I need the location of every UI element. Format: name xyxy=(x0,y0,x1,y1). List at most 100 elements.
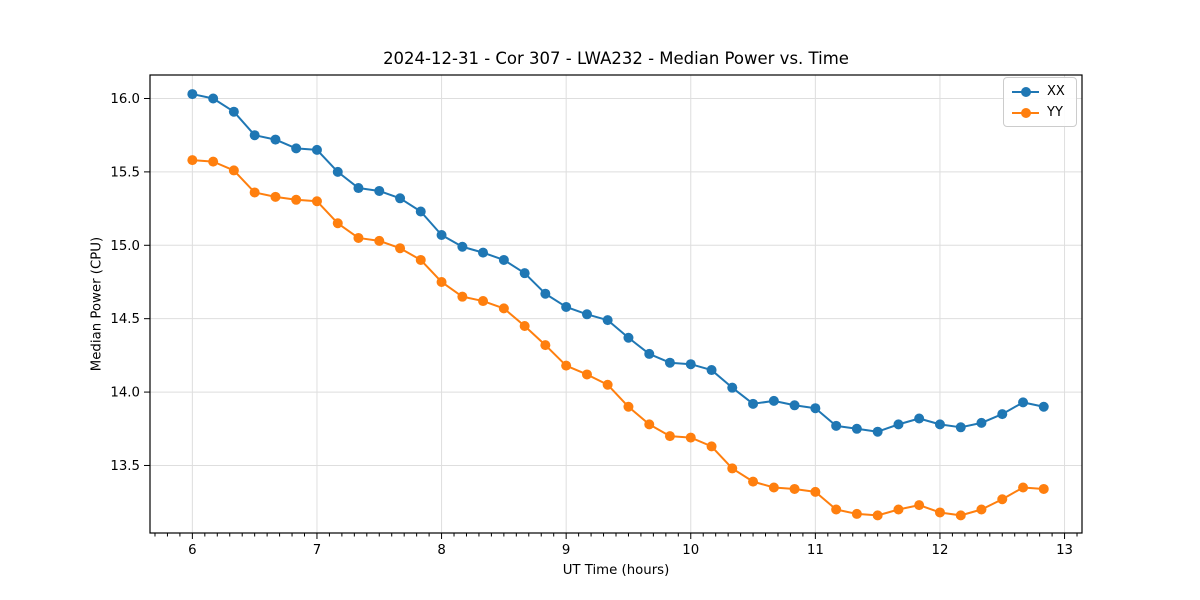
data-point-yy xyxy=(374,235,385,246)
x-tick-label: 6 xyxy=(188,543,196,558)
data-point-yy xyxy=(478,296,489,307)
data-point-xx xyxy=(270,134,281,145)
x-tick-label: 11 xyxy=(807,543,824,558)
data-point-xx xyxy=(374,185,385,196)
data-point-yy xyxy=(581,369,592,380)
y-tick-label: 15.5 xyxy=(110,165,140,180)
data-point-xx xyxy=(311,144,322,155)
data-point-xx xyxy=(872,426,883,437)
data-point-yy xyxy=(602,379,613,390)
legend-label: XX xyxy=(1047,84,1065,99)
data-point-yy xyxy=(893,504,904,515)
data-point-yy xyxy=(810,486,821,497)
data-point-xx xyxy=(955,422,966,433)
data-point-yy xyxy=(997,494,1008,505)
data-point-yy xyxy=(914,500,925,511)
data-point-yy xyxy=(644,419,655,430)
data-point-yy xyxy=(955,510,966,521)
data-point-xx xyxy=(997,409,1008,420)
data-point-yy xyxy=(685,432,696,443)
data-point-xx xyxy=(976,417,987,428)
data-point-xx xyxy=(727,382,738,393)
data-point-xx xyxy=(748,398,759,409)
y-tick-label: 14.0 xyxy=(110,386,140,401)
data-point-xx xyxy=(914,413,925,424)
x-tick-label: 7 xyxy=(313,543,321,558)
data-point-yy xyxy=(623,401,634,412)
data-point-yy xyxy=(498,303,509,314)
x-tick-label: 8 xyxy=(437,543,445,558)
data-point-xx xyxy=(498,254,509,265)
data-point-yy xyxy=(519,321,530,332)
x-axis-label: UT Time (hours) xyxy=(562,563,670,578)
data-point-yy xyxy=(664,431,675,442)
y-tick-label: 16.0 xyxy=(110,92,140,107)
data-point-yy xyxy=(311,196,322,207)
data-point-yy xyxy=(249,187,260,198)
y-tick-label: 13.5 xyxy=(110,459,140,474)
data-point-xx xyxy=(1038,401,1049,412)
data-point-yy xyxy=(415,254,426,265)
data-point-xx xyxy=(519,268,530,279)
data-point-xx xyxy=(228,106,239,117)
data-point-yy xyxy=(187,155,198,166)
legend-entry-xx: XX xyxy=(1012,83,1068,100)
data-point-yy xyxy=(561,360,572,371)
y-tick-label: 14.5 xyxy=(110,312,140,327)
data-point-xx xyxy=(644,348,655,359)
data-point-yy xyxy=(228,165,239,176)
data-point-xx xyxy=(685,359,696,370)
chart-title: 2024-12-31 - Cor 307 - LWA232 - Median P… xyxy=(383,49,849,68)
y-tick-label: 15.0 xyxy=(110,239,140,254)
data-point-yy xyxy=(748,476,759,487)
data-point-yy xyxy=(789,483,800,494)
data-point-xx xyxy=(602,315,613,326)
legend-marker-yy xyxy=(1012,107,1039,118)
data-point-xx xyxy=(789,400,800,411)
data-point-xx xyxy=(581,309,592,320)
data-point-xx xyxy=(208,93,219,104)
data-point-xx xyxy=(540,288,551,299)
data-point-yy xyxy=(436,276,447,287)
legend-label: YY xyxy=(1047,105,1063,120)
axes-frame xyxy=(149,74,1083,534)
x-tick-label: 10 xyxy=(682,543,699,558)
data-point-yy xyxy=(1018,482,1029,493)
data-point-xx xyxy=(623,332,634,343)
data-point-xx xyxy=(768,395,779,406)
data-point-xx xyxy=(395,193,406,204)
data-point-yy xyxy=(831,504,842,515)
data-point-xx xyxy=(1018,397,1029,408)
data-point-yy xyxy=(540,340,551,351)
data-point-yy xyxy=(768,482,779,493)
data-point-xx xyxy=(810,403,821,414)
data-point-yy xyxy=(976,504,987,515)
data-point-xx xyxy=(934,419,945,430)
data-point-yy xyxy=(727,463,738,474)
data-point-xx xyxy=(332,166,343,177)
data-point-yy xyxy=(1038,483,1049,494)
data-point-xx xyxy=(457,241,468,252)
data-point-yy xyxy=(332,218,343,229)
data-point-xx xyxy=(664,357,675,368)
data-point-yy xyxy=(291,194,302,205)
data-point-xx xyxy=(436,230,447,241)
data-point-yy xyxy=(457,291,468,302)
data-point-yy xyxy=(706,441,717,452)
data-point-xx xyxy=(831,420,842,431)
data-point-xx xyxy=(851,423,862,434)
data-point-yy xyxy=(934,507,945,518)
x-tick-label: 12 xyxy=(931,543,948,558)
x-tick-label: 13 xyxy=(1056,543,1073,558)
data-point-yy xyxy=(851,508,862,519)
y-axis-label: Median Power (CPU) xyxy=(89,236,105,372)
legend-entry-yy: YY xyxy=(1012,104,1068,121)
legend: XX YY xyxy=(1003,77,1077,127)
data-point-xx xyxy=(893,419,904,430)
data-point-yy xyxy=(270,191,281,202)
data-point-xx xyxy=(249,130,260,141)
series-line-yy xyxy=(192,159,1044,517)
series-line-xx xyxy=(192,93,1044,433)
